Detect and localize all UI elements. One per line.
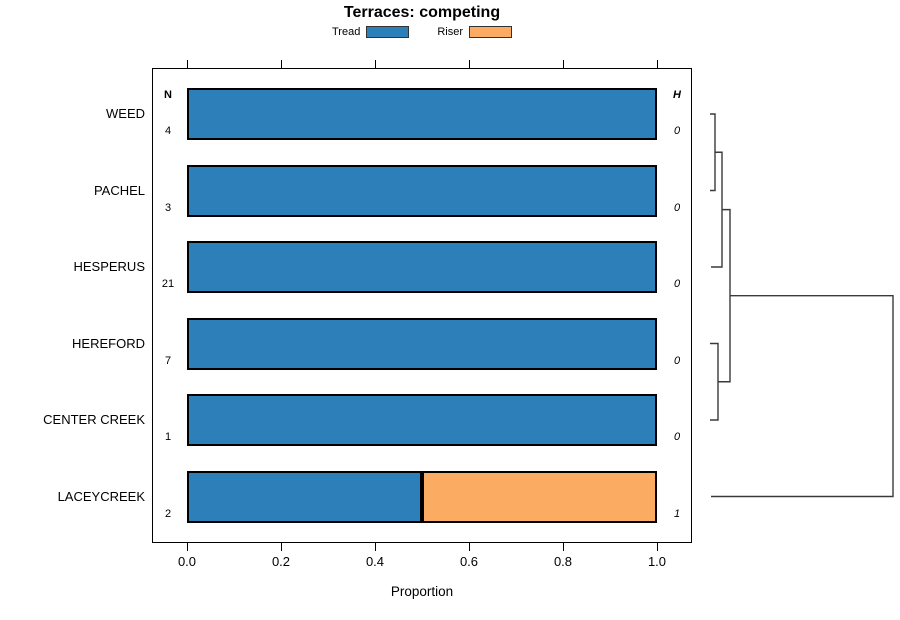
x-tick-bottom <box>375 543 376 551</box>
dendrogram-branch <box>711 151 723 268</box>
x-tick-label: 0.2 <box>271 554 291 569</box>
x-axis-label: Proportion <box>390 584 454 599</box>
legend-item: Tread <box>332 26 410 38</box>
n-value: 21 <box>161 278 175 290</box>
dendrogram-branch <box>718 208 731 383</box>
x-tick-bottom <box>281 543 282 551</box>
legend: Tread Riser <box>152 24 692 40</box>
tread-segment <box>187 394 657 446</box>
n-value: 3 <box>164 201 172 214</box>
tread-segment <box>187 241 657 293</box>
h-value: 0 <box>673 354 681 367</box>
tread-segment <box>187 164 657 217</box>
h-value: 0 <box>673 278 681 290</box>
dendrogram-branch <box>710 342 719 421</box>
x-tick-label: 0.6 <box>459 554 479 569</box>
h-value: 0 <box>673 125 681 137</box>
row-label: HESPERUS <box>73 259 145 274</box>
legend-swatch-riser <box>469 26 512 38</box>
x-tick-top <box>375 60 376 68</box>
x-tick-top <box>281 60 282 68</box>
n-value: 1 <box>164 431 172 443</box>
x-tick-label: 0.0 <box>177 554 197 569</box>
n-value: 4 <box>164 125 172 137</box>
x-tick-bottom <box>469 543 470 551</box>
x-tick-label: 0.8 <box>553 554 573 569</box>
tread-segment <box>187 470 422 523</box>
row-label: HEREFORD <box>72 335 145 351</box>
h-value: 0 <box>673 431 681 443</box>
x-tick-bottom <box>657 543 658 551</box>
n-value: 7 <box>164 354 172 367</box>
dendrogram-branch <box>711 294 894 498</box>
x-tick-top <box>657 60 658 68</box>
legend-label: Tread <box>332 26 361 38</box>
h-value: 1 <box>673 507 681 520</box>
legend-item: Riser <box>437 26 512 38</box>
x-tick-top <box>187 60 188 68</box>
riser-segment <box>422 470 657 523</box>
n-column-header: N <box>164 89 172 101</box>
legend-label: Riser <box>437 26 463 38</box>
n-value: 2 <box>164 507 172 520</box>
x-tick-label: 1.0 <box>647 554 667 569</box>
row-label: PACHEL <box>93 182 145 198</box>
x-tick-top <box>469 60 470 68</box>
tread-segment <box>187 317 657 370</box>
row-label: CENTER CREEK <box>43 412 145 427</box>
chart-title: Terraces: competing <box>343 4 501 21</box>
plot-box <box>152 68 692 543</box>
x-tick-label: 0.4 <box>365 554 385 569</box>
row-label: WEED <box>106 106 145 121</box>
tread-segment <box>187 88 657 140</box>
h-value: 0 <box>673 201 681 214</box>
x-tick-bottom <box>187 543 188 551</box>
x-tick-bottom <box>563 543 564 551</box>
dendrogram-branch <box>710 113 716 192</box>
h-column-header: H <box>673 89 681 101</box>
row-label: LACEYCREEK <box>57 488 145 504</box>
x-tick-top <box>563 60 564 68</box>
legend-swatch-tread <box>366 26 410 38</box>
